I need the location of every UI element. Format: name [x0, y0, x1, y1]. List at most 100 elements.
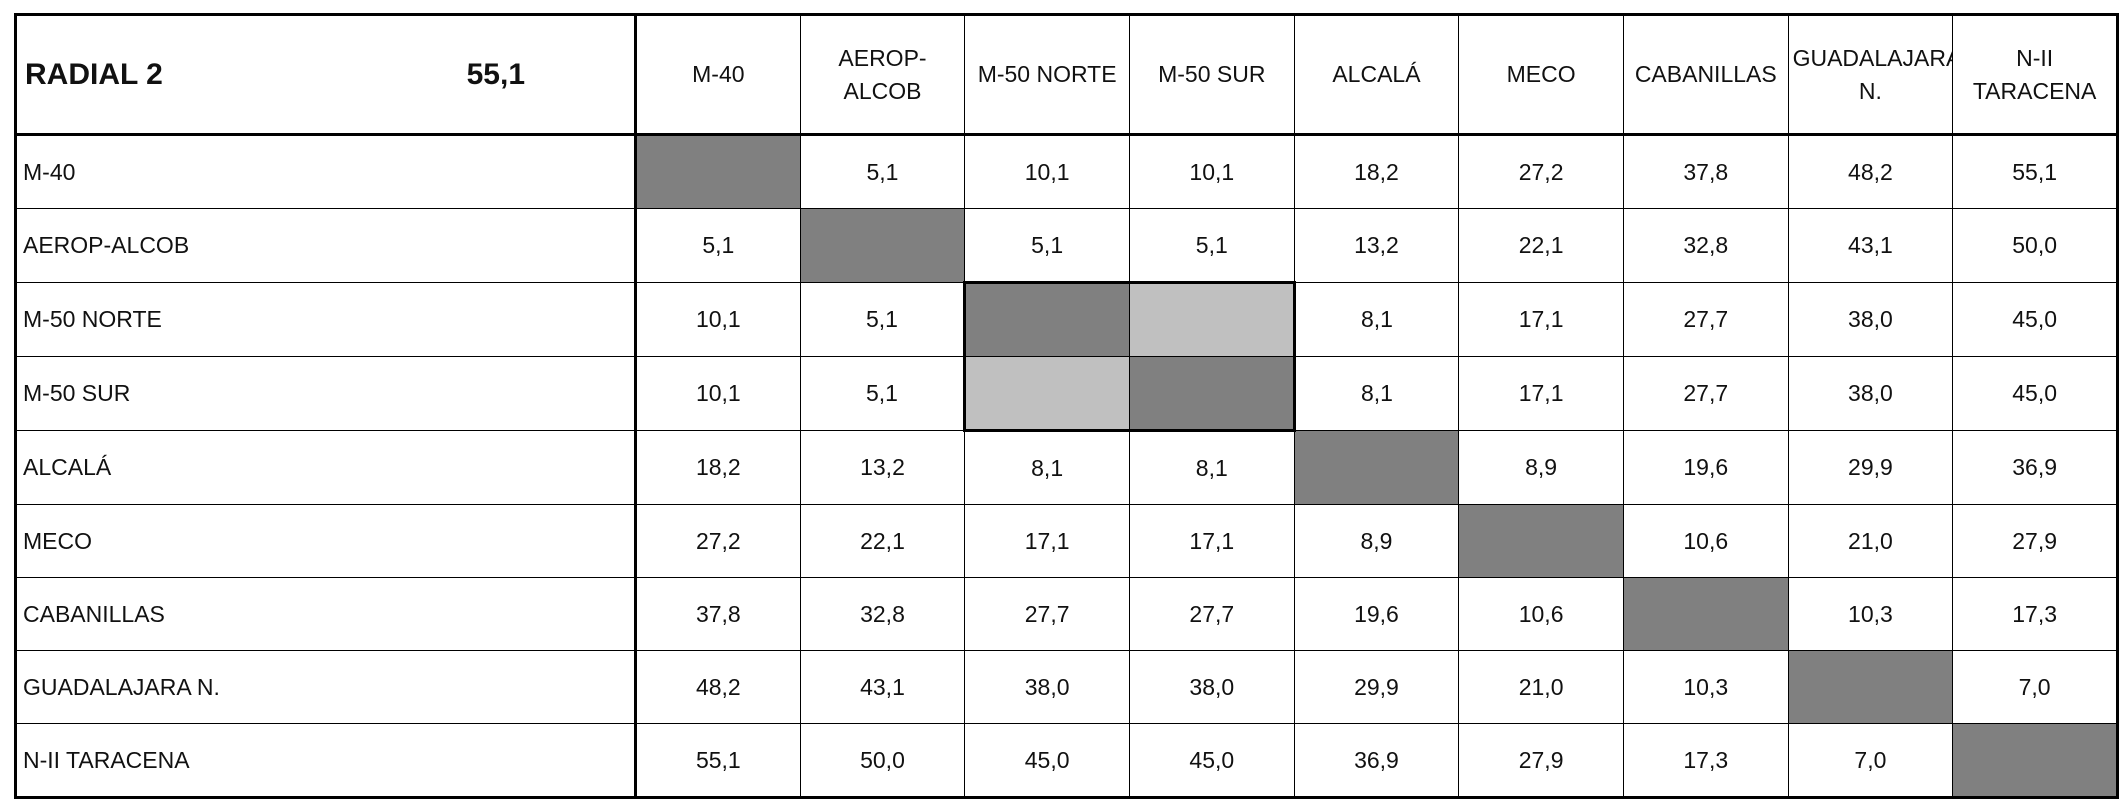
- distance-cell: 45,0: [1952, 282, 2118, 357]
- distance-cell: 29,9: [1787, 430, 1954, 505]
- distance-cell: 19,6: [1293, 577, 1460, 651]
- distance-cell: 55,1: [635, 723, 801, 798]
- distance-cell: 48,2: [1787, 134, 1954, 209]
- distance-cell: 38,0: [1128, 650, 1295, 724]
- distance-cell: 27,9: [1458, 723, 1624, 798]
- distance-cell: 13,2: [799, 430, 966, 505]
- row-label: M-40: [15, 134, 637, 209]
- distance-cell: 17,3: [1622, 723, 1789, 798]
- column-header: M-50 NORTE: [964, 14, 1130, 136]
- column-header: AEROP-ALCOB: [799, 14, 966, 136]
- row-label: M-50 SUR: [15, 356, 637, 431]
- distance-cell: 27,7: [1622, 282, 1789, 357]
- header-row: RADIAL 2 55,1 M-40 AEROP-ALCOB M-50 NORTE M…: [15, 14, 2118, 136]
- distance-cell: 17,1: [1458, 282, 1624, 357]
- empty-cell: [1787, 650, 1954, 724]
- row-label: MECO: [15, 504, 637, 578]
- distance-cell: 45,0: [1952, 356, 2118, 431]
- distance-cell: 50,0: [1952, 208, 2118, 283]
- distance-cell: 48,2: [635, 650, 801, 724]
- table-row: AEROP-ALCOB 5,1 5,1 5,1 13,2 22,1 32,8 43,1 50,0: [15, 208, 2118, 283]
- empty-cell: [635, 134, 801, 209]
- table-row: CABANILLAS 37,8 32,8 27,7 27,7 19,6 10,6 10,3 17…: [15, 577, 2118, 651]
- row-label: AEROP-ALCOB: [15, 208, 637, 283]
- distance-cell: 10,3: [1622, 650, 1789, 724]
- distance-cell: 8,1: [964, 430, 1130, 505]
- empty-cell: [799, 208, 966, 283]
- distance-cell: 43,1: [799, 650, 966, 724]
- distance-cell: 8,1: [1293, 282, 1460, 357]
- distance-cell: 7,0: [1952, 650, 2118, 724]
- distance-cell: 19,6: [1622, 430, 1789, 505]
- table-row: M-40 5,1 10,1 10,1 18,2 27,2 37,8 48,2 55,1: [15, 134, 2118, 209]
- column-header: ALCALÁ: [1293, 14, 1460, 136]
- row-label: ALCALÁ: [15, 430, 637, 505]
- header-title-block: RADIAL 2 55,1: [21, 54, 630, 96]
- distance-cell: 5,1: [799, 134, 966, 209]
- table-row: GUADALAJARA N. 48,2 43,1 38,0 38,0 29,9 21,0 10…: [15, 650, 2118, 724]
- distance-cell: 55,1: [1952, 134, 2118, 209]
- table-head: RADIAL 2 55,1 M-40 AEROP-ALCOB M-50 NORTE M…: [15, 14, 2118, 136]
- distance-cell: 17,3: [1952, 577, 2118, 651]
- distance-cell: 32,8: [1622, 208, 1789, 283]
- distance-cell: 38,0: [964, 650, 1130, 724]
- table-row: M-50 SUR 10,1 5,1 8,1 17,1 27,7 38,0 45,0: [15, 356, 2118, 432]
- distance-cell: 10,1: [964, 134, 1130, 209]
- distance-cell: 10,1: [635, 282, 801, 357]
- distance-cell: 5,1: [799, 356, 966, 431]
- distance-cell: 17,1: [964, 504, 1130, 578]
- distance-cell: 38,0: [1787, 282, 1954, 357]
- distance-cell: 17,1: [1128, 504, 1295, 578]
- distance-cell: 27,2: [635, 504, 801, 578]
- distance-cell: 8,9: [1458, 430, 1624, 505]
- distance-cell: 8,1: [1293, 356, 1460, 431]
- distance-cell: 27,9: [1952, 504, 2118, 578]
- distance-cell: 32,8: [799, 577, 966, 651]
- distance-cell: 38,0: [1787, 356, 1954, 431]
- distance-cell: 10,1: [1128, 134, 1295, 209]
- distance-cell: 27,7: [1622, 356, 1789, 431]
- column-header: MECO: [1458, 14, 1624, 136]
- empty-cell: [1128, 356, 1296, 432]
- distance-cell: 10,6: [1622, 504, 1789, 578]
- distance-cell: 13,2: [1293, 208, 1460, 283]
- distance-cell: 27,7: [964, 577, 1130, 651]
- table-row: MECO 27,2 22,1 17,1 17,1 8,9 10,6 21,0 27,9: [15, 504, 2118, 578]
- distance-cell: 45,0: [1128, 723, 1295, 798]
- empty-cell: [1128, 281, 1296, 357]
- distance-cell: 43,1: [1787, 208, 1954, 283]
- empty-cell: [1952, 723, 2118, 798]
- distance-cell: 36,9: [1952, 430, 2118, 505]
- table-row: ALCALÁ 18,2 13,2 8,1 8,1 8,9 19,6 29,9 36,9: [15, 430, 2118, 505]
- distance-cell: 7,0: [1787, 723, 1954, 798]
- empty-cell: [1622, 577, 1789, 651]
- table-row: N-II TARACENA 55,1 50,0 45,0 45,0 36,9 27,9 17,…: [15, 723, 2118, 798]
- distance-cell: 27,7: [1128, 577, 1295, 651]
- distance-cell: 21,0: [1787, 504, 1954, 578]
- column-header: GUADALAJARA N.: [1787, 14, 1954, 136]
- row-label: M-50 NORTE: [15, 282, 637, 357]
- column-header: M-40: [635, 14, 801, 136]
- distance-cell: 5,1: [635, 208, 801, 283]
- distance-cell: 10,1: [635, 356, 801, 431]
- distance-cell: 50,0: [799, 723, 966, 798]
- distance-cell: 29,9: [1293, 650, 1460, 724]
- distance-cell: 37,8: [635, 577, 801, 651]
- distance-cell: 10,3: [1787, 577, 1954, 651]
- table-body: M-40 5,1 10,1 10,1 18,2 27,2 37,8 48,2 55,1 AEROP…: [15, 134, 2118, 798]
- distance-cell: 36,9: [1293, 723, 1460, 798]
- distance-cell: 37,8: [1622, 134, 1789, 209]
- distance-cell: 22,1: [1458, 208, 1624, 283]
- distance-cell: 5,1: [1128, 208, 1295, 283]
- distance-cell: 17,1: [1458, 356, 1624, 431]
- distance-cell: 5,1: [964, 208, 1130, 283]
- empty-cell: [1458, 504, 1624, 578]
- distance-cell: 10,6: [1458, 577, 1624, 651]
- distance-cell: 18,2: [1293, 134, 1460, 209]
- empty-cell: [1293, 430, 1460, 505]
- header-value: 55,1: [466, 57, 525, 91]
- empty-cell: [963, 356, 1130, 432]
- distance-table: RADIAL 2 55,1 M-40 AEROP-ALCOB M-50 NORTE M…: [14, 13, 2119, 799]
- row-label: GUADALAJARA N.: [15, 650, 637, 724]
